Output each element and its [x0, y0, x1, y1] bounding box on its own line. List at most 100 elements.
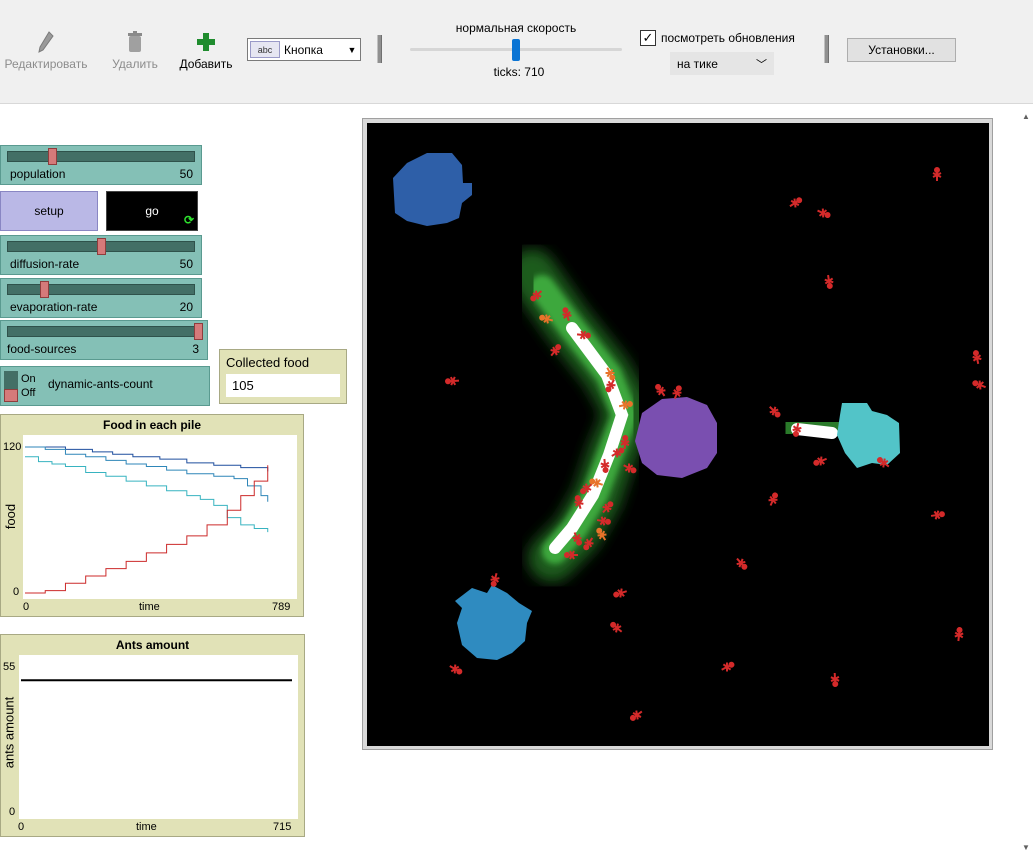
- slider-name: population: [10, 167, 66, 181]
- chevron-down-icon: ﹀: [756, 59, 767, 71]
- slider-thumb[interactable]: [97, 238, 106, 255]
- food-chart: [25, 446, 269, 594]
- button-widget-icon: abc: [250, 41, 280, 58]
- ant: [813, 456, 827, 466]
- slider-name: evaporation-rate: [10, 300, 98, 314]
- go-button[interactable]: go ⟳: [106, 191, 198, 231]
- ant: [672, 385, 682, 399]
- ant: [618, 400, 633, 410]
- ant: [623, 463, 637, 474]
- switch-name: dynamic-ants-count: [48, 377, 153, 391]
- y-min-label: 0: [9, 806, 16, 818]
- series-line-2: [25, 446, 269, 502]
- slider-thumb[interactable]: [40, 281, 49, 298]
- food-plot[interactable]: Food in each pile 120 0 food 0 time 789: [0, 414, 304, 617]
- chevron-down-icon: ▼: [347, 44, 357, 55]
- world-canvas[interactable]: [367, 123, 989, 746]
- monitor-name: Collected food: [226, 355, 310, 370]
- ant: [768, 492, 779, 506]
- speed-slider-thumb[interactable]: [512, 39, 520, 61]
- ant: [605, 379, 616, 393]
- ant: [602, 501, 614, 514]
- world-view[interactable]: [367, 123, 989, 746]
- slider-value: 50: [179, 167, 193, 181]
- x-max-label: 715: [273, 821, 292, 833]
- scroll-up-icon[interactable]: ▲: [1022, 112, 1030, 121]
- ant: [596, 516, 611, 526]
- food-source-1: [393, 153, 472, 226]
- ant: [550, 344, 562, 357]
- update-mode-select[interactable]: на тике ﹀: [670, 52, 774, 75]
- ant: [562, 307, 572, 322]
- go-label: go: [145, 204, 159, 218]
- setup-button[interactable]: setup: [0, 191, 98, 231]
- slider-name: diffusion-rate: [10, 257, 80, 271]
- ant: [449, 664, 463, 675]
- food-source-3: [837, 403, 900, 468]
- ant: [580, 483, 593, 495]
- y-min-label: 0: [13, 586, 20, 598]
- add-button[interactable]: Добавить: [174, 30, 238, 71]
- y-max-label: 55: [3, 661, 16, 673]
- slider-value: 3: [192, 342, 199, 356]
- ant: [817, 208, 831, 219]
- slider-thumb[interactable]: [194, 323, 203, 340]
- ant: [610, 621, 623, 633]
- ant: [721, 661, 735, 672]
- view-updates-checkbox[interactable]: ✓: [640, 30, 656, 46]
- ant-nest: [635, 397, 717, 478]
- population-slider[interactable]: population 50: [0, 145, 202, 185]
- switch-knob[interactable]: [4, 389, 18, 402]
- diffusion-rate-slider[interactable]: diffusion-rate 50: [0, 235, 202, 275]
- ant: [789, 197, 803, 208]
- slider-name: food-sources: [7, 342, 77, 356]
- ant: [954, 627, 964, 642]
- edit-button[interactable]: Редактировать: [0, 30, 92, 71]
- slider-track[interactable]: [7, 151, 195, 162]
- widget-type-value: Кнопка: [284, 42, 323, 57]
- plot-title: Food in each pile: [102, 418, 201, 432]
- add-label: Добавить: [179, 57, 233, 71]
- ticks-counter: ticks: 710: [493, 65, 545, 79]
- ant: [972, 350, 982, 365]
- food-sources-slider[interactable]: food-sources 3: [0, 320, 208, 360]
- series-line-3: [25, 456, 269, 533]
- ant: [596, 527, 607, 541]
- toolbar: Редактировать Удалить Добавить abc Кнопк…: [0, 0, 1033, 104]
- ant: [583, 537, 594, 551]
- settings-button[interactable]: Установки...: [847, 38, 956, 62]
- ants-layer: [445, 167, 986, 721]
- vertical-scrollbar[interactable]: ▲ ▼: [1019, 104, 1033, 856]
- ants-plot[interactable]: Ants amount 55 0 ants amount 0 time 715: [0, 634, 305, 837]
- ant: [576, 330, 591, 340]
- ant: [572, 532, 583, 546]
- plot-title: Ants amount: [115, 638, 190, 652]
- food-source-2: [455, 585, 532, 660]
- dynamic-ants-count-switch[interactable]: On Off dynamic-ants-count: [0, 366, 210, 406]
- forever-icon: ⟳: [183, 213, 194, 227]
- switch-on-label: On: [21, 373, 36, 385]
- monitor-value: 105: [226, 374, 340, 397]
- scroll-down-icon[interactable]: ▼: [1022, 843, 1030, 852]
- slider-track[interactable]: [7, 326, 201, 337]
- ant: [876, 457, 890, 468]
- x-axis-label: time: [139, 601, 160, 613]
- delete-button[interactable]: Удалить: [106, 30, 164, 71]
- view-updates-label: посмотреть обновления: [661, 31, 795, 45]
- slider-value: 50: [179, 257, 193, 271]
- slider-thumb[interactable]: [48, 148, 57, 165]
- ant: [445, 376, 460, 386]
- x-min-label: 0: [23, 601, 30, 613]
- ant: [611, 447, 625, 458]
- x-min-label: 0: [18, 821, 25, 833]
- evaporation-rate-slider[interactable]: evaporation-rate 20: [0, 278, 202, 318]
- view-updates-toggle[interactable]: ✓ посмотреть обновления: [640, 30, 795, 46]
- ant: [605, 367, 616, 381]
- ant: [620, 435, 630, 450]
- trash-icon: [106, 30, 164, 54]
- ant: [824, 274, 834, 289]
- plus-icon: [174, 30, 238, 54]
- widget-type-select[interactable]: abc Кнопка ▼: [247, 38, 361, 61]
- ant: [613, 588, 628, 598]
- slider-track[interactable]: [7, 284, 195, 295]
